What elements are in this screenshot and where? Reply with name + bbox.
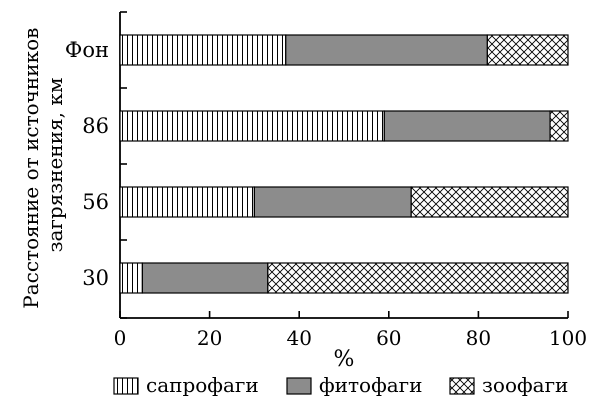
bar-86-сапрофаги xyxy=(119,110,385,142)
legend-swatch xyxy=(113,377,139,395)
legend-label: зоофаги xyxy=(482,373,568,397)
y-axis-label: Расстояние от источников загрязнения, км xyxy=(19,21,67,309)
x-tick-label: 80 xyxy=(466,326,491,350)
x-tick-label: 60 xyxy=(376,326,401,350)
x-tick-label: 0 xyxy=(114,326,127,350)
bar-Фон-сапрофаги xyxy=(119,34,287,66)
bar-86-зоофаги xyxy=(549,110,569,142)
legend-swatch xyxy=(449,377,475,395)
plot-area: 0 20 40 60 80 100 Фон 86 56 30 xyxy=(65,11,587,350)
bar-30-зоофаги xyxy=(267,262,569,294)
legend-swatch xyxy=(286,377,312,395)
x-tick-label: 100 xyxy=(549,326,587,350)
y-axis-label-line-1: Расстояние от источников xyxy=(19,28,43,309)
legend-label: фитофаги xyxy=(319,373,422,397)
y-ticks xyxy=(120,11,127,319)
bar-56-фитофаги xyxy=(253,186,412,218)
x-tick-label: 20 xyxy=(197,326,222,350)
x-tick-label: 40 xyxy=(286,326,311,350)
legend: сапрофаги фитофаги зоофаги xyxy=(113,373,568,397)
category-label: Фон xyxy=(65,38,109,62)
bar-30-фитофаги xyxy=(141,262,269,294)
bars-layer xyxy=(119,34,569,294)
x-ticks: 0 20 40 60 80 100 xyxy=(114,311,587,350)
bar-30-сапрофаги xyxy=(119,262,143,294)
x-axis-label: % xyxy=(334,347,355,372)
legend-label: сапрофаги xyxy=(146,373,259,397)
category-labels: Фон 86 56 30 xyxy=(65,38,109,290)
category-label: 86 xyxy=(82,114,109,138)
category-label: 30 xyxy=(82,266,109,290)
bar-Фон-фитофаги xyxy=(285,34,488,66)
y-axis-label-line-2: загрязнения, км xyxy=(43,78,67,253)
bar-Фон-зоофаги xyxy=(486,34,569,66)
bar-56-зоофаги xyxy=(410,186,569,218)
bar-56-сапрофаги xyxy=(119,186,255,218)
category-label: 56 xyxy=(82,190,109,214)
bar-86-фитофаги xyxy=(383,110,551,142)
